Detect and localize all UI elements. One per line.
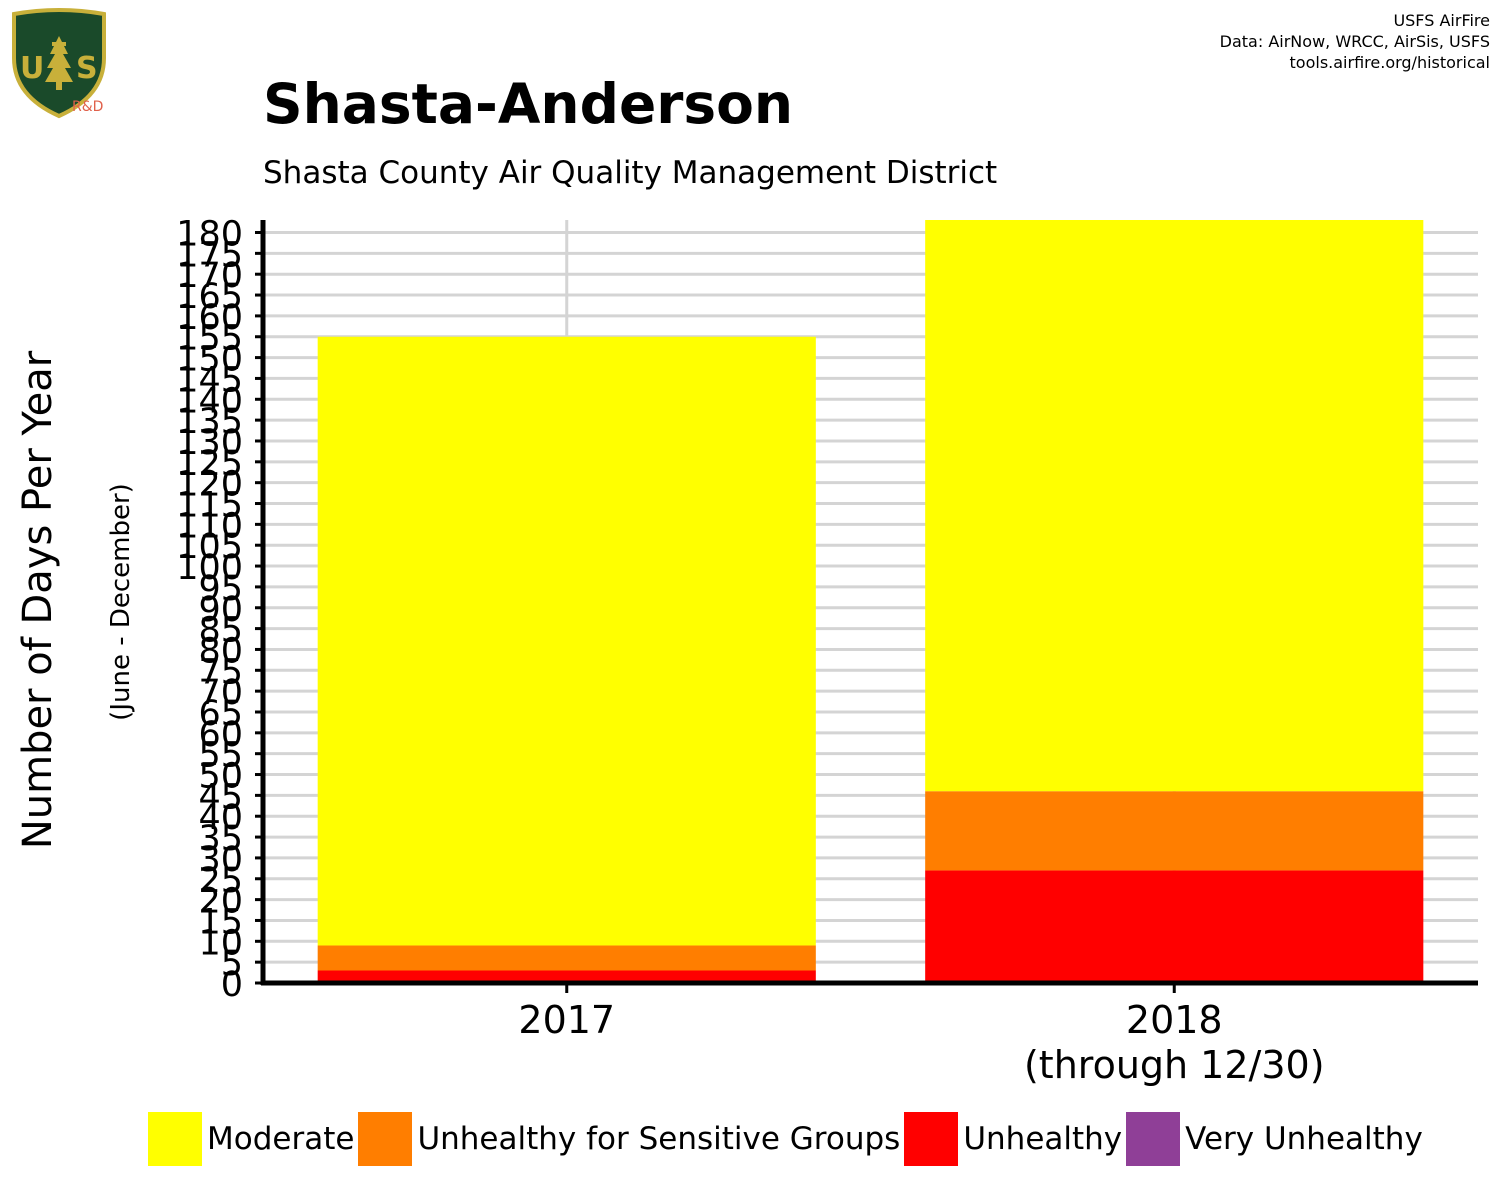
y-tick-label: 85: [198, 611, 243, 651]
y-tick-label: 75: [198, 652, 243, 692]
y-tick-label: 55: [198, 736, 243, 776]
bar-segment-unhealthy-for-sensitive-groups: [925, 791, 1424, 871]
credit-line: tools.airfire.org/historical: [1289, 53, 1490, 72]
bar-segment-unhealthy-for-sensitive-groups: [317, 945, 816, 971]
y-tick-label: 140: [176, 381, 243, 421]
credit-line: Data: AirNow, WRCC, AirSis, USFS: [1219, 32, 1490, 51]
y-tick-label: 90: [198, 590, 243, 630]
y-tick-label: 105: [176, 527, 243, 567]
y-tick-label: 145: [176, 360, 243, 400]
y-tick-label: 130: [176, 423, 243, 463]
credits: USFS AirFire Data: AirNow, WRCC, AirSis,…: [1220, 10, 1490, 73]
x-tick-label: 2017: [518, 998, 615, 1042]
bar-segment-moderate: [317, 336, 816, 946]
y-tick-label: 150: [176, 340, 243, 380]
y-tick-label: 35: [198, 819, 243, 859]
logo-tag: R&D: [72, 99, 104, 115]
x-tick-label: 2018: [1126, 998, 1223, 1042]
y-tick-label: 80: [198, 631, 243, 671]
bar-segment-unhealthy: [317, 970, 816, 983]
y-tick-label: 115: [176, 486, 243, 526]
svg-text:U: U: [20, 51, 44, 86]
y-tick-label: 160: [176, 298, 243, 338]
bar-segment-moderate: [925, 220, 1424, 792]
legend-label: Unhealthy: [963, 1121, 1123, 1157]
y-tick-label: 70: [198, 673, 243, 713]
y-tick-label: 100: [176, 548, 243, 588]
usfs-logo: U S: [12, 8, 106, 119]
y-tick-label: 95: [198, 569, 243, 609]
y-tick-label: 155: [176, 319, 243, 359]
y-tick-label: 0: [221, 965, 243, 1005]
chart-title: Shasta-Anderson: [263, 72, 794, 136]
y-tick-label: 30: [198, 840, 243, 880]
y-tick-label: 60: [198, 715, 243, 755]
legend-swatch: [358, 1112, 413, 1166]
x-tick-sublabel: (through 12/30): [1024, 1043, 1325, 1087]
y-tick-label: 40: [198, 798, 243, 838]
y-tick-label: 45: [198, 777, 243, 817]
y-tick-label: 175: [176, 235, 243, 275]
stacked-bar-chart: 0510152025303540455055606570758085909510…: [176, 215, 1478, 1087]
y-tick-label: 135: [176, 402, 243, 442]
legend-label: Moderate: [207, 1121, 355, 1157]
y-tick-label: 25: [198, 861, 243, 901]
bar-segment-unhealthy: [925, 870, 1424, 983]
legend-label: Unhealthy for Sensitive Groups: [417, 1121, 901, 1157]
y-tick-label: 170: [176, 256, 243, 296]
y-tick-label: 65: [198, 694, 243, 734]
y-tick-label: 20: [198, 882, 243, 922]
svg-text:S: S: [76, 51, 98, 86]
legend: Moderate Unhealthy for Sensitive Groups Un…: [148, 1112, 1427, 1166]
legend-swatch: [148, 1112, 202, 1166]
y-tick-label: 180: [176, 215, 243, 255]
y-tick-label: 125: [176, 444, 243, 484]
y-tick-label: 165: [176, 277, 243, 317]
y-tick-label: 10: [198, 923, 243, 963]
legend-item: Unhealthy: [904, 1112, 1122, 1166]
legend-item: Unhealthy for Sensitive Groups: [358, 1112, 900, 1166]
legend-label: Very Unhealthy: [1185, 1121, 1423, 1157]
y-tick-label: 50: [198, 757, 243, 797]
y-tick-label: 15: [198, 902, 243, 942]
y-tick-label: 110: [176, 506, 243, 546]
legend-swatch: [904, 1112, 959, 1166]
credit-line: USFS AirFire: [1393, 11, 1490, 30]
legend-swatch: [1126, 1112, 1181, 1166]
chart-subtitle: Shasta County Air Quality Management Dis…: [263, 155, 998, 191]
y-tick-label: 120: [176, 465, 243, 505]
legend-item: Moderate: [148, 1112, 354, 1166]
legend-item: Very Unhealthy: [1126, 1112, 1423, 1166]
y-tick-label: 5: [221, 944, 243, 984]
